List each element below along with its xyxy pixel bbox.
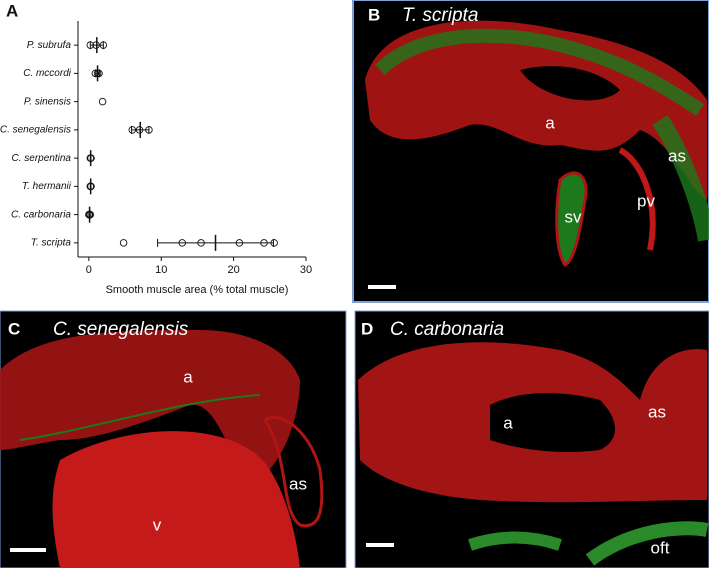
region-label: as	[648, 402, 666, 421]
x-tick-label: 10	[155, 264, 167, 276]
micrograph-c	[0, 310, 347, 568]
region-label: oft	[651, 538, 670, 557]
panel-label: A	[6, 1, 18, 20]
x-tick-label: 30	[300, 264, 312, 276]
panel-label: C	[8, 319, 20, 338]
micrograph-d	[354, 310, 709, 568]
panel-title: C. carbonaria	[390, 319, 504, 340]
region-label: v	[153, 515, 162, 534]
y-tick-label: C. senegalensis	[0, 125, 71, 136]
y-tick-label: C. carbonaria	[11, 209, 71, 220]
y-tick-label: P. sinensis	[24, 96, 71, 107]
panel-label: D	[361, 319, 373, 338]
region-label: pv	[637, 191, 655, 210]
region-label: as	[668, 146, 686, 165]
x-axis-label: Smooth muscle area (% total muscle)	[106, 284, 289, 296]
data-point	[98, 97, 107, 106]
x-tick-label: 0	[86, 264, 92, 276]
micrograph-b	[352, 0, 709, 303]
y-tick-label: T. scripta	[31, 238, 72, 249]
region-label: as	[289, 474, 307, 493]
panel-title: C. senegalensis	[53, 319, 189, 340]
region-label: a	[503, 413, 513, 432]
region-label: a	[545, 113, 555, 132]
y-tick-label: T. hermanii	[22, 181, 72, 192]
x-tick-label: 20	[227, 264, 239, 276]
region-label: sv	[565, 207, 583, 226]
y-tick-label: C. serpentina	[12, 153, 72, 164]
data-point	[119, 239, 128, 247]
panel-title: T. scripta	[402, 5, 478, 26]
y-tick-label: C. mccordi	[23, 68, 72, 79]
y-tick-label: P. subrufa	[27, 40, 72, 51]
region-label: a	[183, 367, 193, 386]
panel-label: B	[368, 5, 380, 24]
